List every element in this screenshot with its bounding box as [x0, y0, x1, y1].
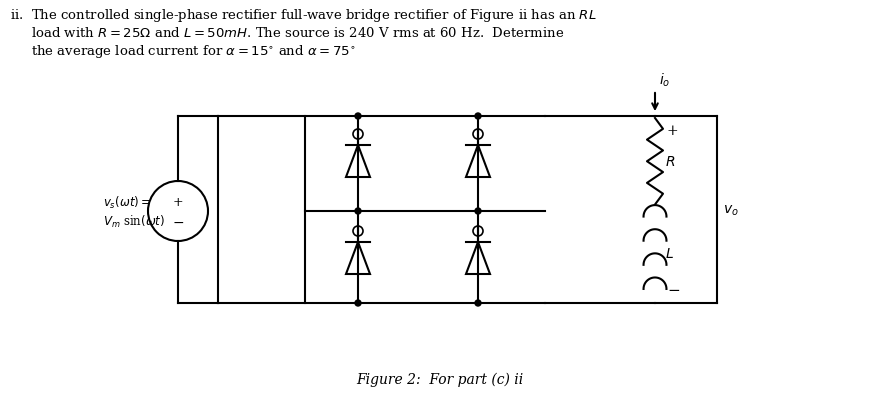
Circle shape: [355, 209, 361, 215]
Text: $v_s (\omega t) =$: $v_s (\omega t) =$: [103, 194, 151, 211]
Circle shape: [355, 300, 361, 306]
Text: $L$: $L$: [665, 246, 673, 260]
Text: $i_o$: $i_o$: [658, 71, 670, 89]
Text: +: +: [172, 196, 184, 209]
Circle shape: [474, 114, 480, 120]
Text: +: +: [666, 124, 678, 138]
Text: $v_o$: $v_o$: [723, 203, 738, 217]
Text: $V_m$ sin$(\omega t)$: $V_m$ sin$(\omega t)$: [103, 213, 165, 229]
Circle shape: [474, 209, 480, 215]
Circle shape: [474, 300, 480, 306]
Text: Figure 2:  For part (c) ii: Figure 2: For part (c) ii: [356, 372, 522, 386]
Text: $R$: $R$: [665, 155, 674, 169]
Text: −: −: [172, 215, 184, 229]
Text: ii.  The controlled single-phase rectifier full-wave bridge rectifier of Figure : ii. The controlled single-phase rectifie…: [10, 7, 596, 59]
Text: −: −: [666, 283, 679, 297]
Circle shape: [355, 114, 361, 120]
